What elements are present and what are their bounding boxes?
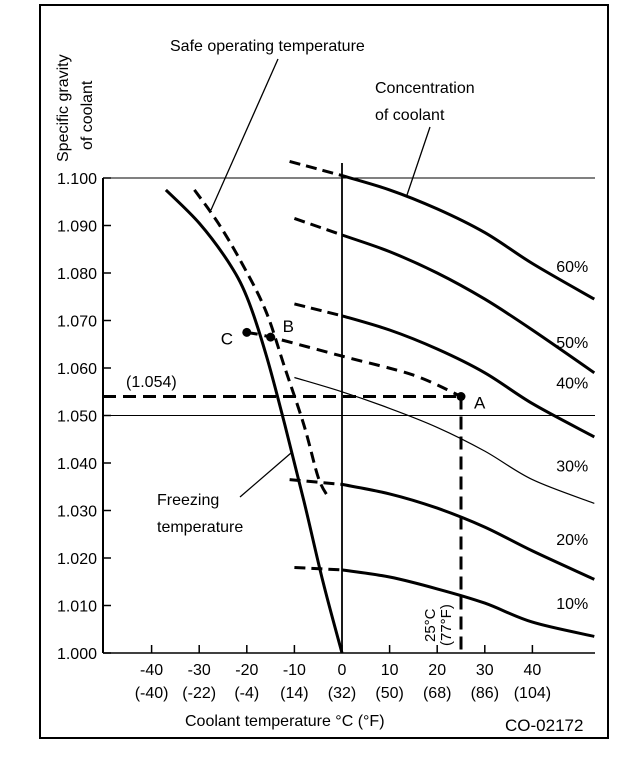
- y-tick-label: 1.010: [57, 599, 97, 616]
- point-A-label: A: [474, 394, 486, 413]
- x-tick-label-fahrenheit: (-40): [135, 685, 169, 702]
- x-tick-label: 0: [338, 662, 347, 679]
- y-tick-label: 1.060: [57, 361, 97, 378]
- axes: 1.100 1.090 1.080 1.070 1.060 1.050 1.040 1.030…: [57, 171, 595, 702]
- x-axis-label: Coolant temperature °C (°F): [185, 713, 385, 730]
- concentration-label: 10%: [556, 596, 588, 613]
- x-tick-label: 40: [524, 662, 542, 679]
- x-tick-label: -20: [235, 662, 258, 679]
- freezing-label-line1: Freezing: [157, 492, 219, 509]
- x-tick-label: 20: [428, 662, 446, 679]
- concentration-curve-dashed-50pct: [293, 216, 343, 237]
- y-tick-label: 1.070: [57, 314, 97, 331]
- example-interpolated-curve: [246, 330, 462, 398]
- point-B-label: B: [283, 317, 294, 336]
- x-tick-label-fahrenheit: (68): [423, 685, 451, 702]
- x-tick-label-fahrenheit: (14): [280, 685, 308, 702]
- x-tick-label: 10: [381, 662, 399, 679]
- concentration-label: 40%: [556, 375, 588, 392]
- annotations: A B C: [103, 58, 486, 653]
- concentration-curve-40pct: [341, 314, 596, 439]
- concentration-label: 60%: [556, 259, 588, 276]
- x-tick-label-fahrenheit: (-4): [234, 685, 259, 702]
- safe-operating-leader-line: [210, 58, 279, 211]
- temp-readout-c: 25°C: [422, 608, 439, 642]
- freezing-label-line2: temperature: [157, 519, 243, 536]
- x-tick-label: -30: [188, 662, 211, 679]
- x-tick-label-fahrenheit: (86): [471, 685, 499, 702]
- x-tick-label: -10: [283, 662, 306, 679]
- y-axis-label-line2: of coolant: [79, 80, 96, 150]
- y-tick-label: 1.040: [57, 456, 97, 473]
- safe-operating-label: Safe operating temperature: [170, 38, 365, 55]
- concentration-curve-dashed-60pct: [289, 159, 343, 178]
- concentration-curve-dashed-10pct: [294, 566, 343, 572]
- freezing-temperature-curve: [164, 188, 344, 654]
- concentration-curve-50pct: [341, 233, 596, 375]
- y-tick-label: 1.020: [57, 551, 97, 568]
- figure-frame: [39, 4, 609, 739]
- y-tick-label: 1.030: [57, 504, 97, 521]
- point-C-label: C: [221, 329, 233, 348]
- y-tick-label: 1.050: [57, 409, 97, 426]
- freezing-leader-line: [239, 452, 292, 498]
- y-tick-label: 1.080: [57, 266, 97, 283]
- concentration-curve-10pct: [341, 568, 595, 638]
- x-tick-label-fahrenheit: (50): [375, 685, 403, 702]
- figure-id: CO-02172: [505, 716, 583, 735]
- concentration-label: 30%: [556, 458, 588, 475]
- concentration-curve-60pct: [341, 174, 596, 301]
- point-B: [266, 332, 276, 342]
- point-C: [242, 327, 252, 337]
- concentration-curve-20pct: [341, 482, 595, 581]
- point-A: [456, 392, 466, 401]
- x-tick-label-fahrenheit: (104): [514, 685, 551, 702]
- series-group: 60% 50% 40% 30% 20% 10%: [164, 159, 596, 654]
- x-tick-label: 30: [476, 662, 494, 679]
- concentration-leader-line: [406, 126, 431, 196]
- y-tick-label: 1.100: [57, 171, 97, 188]
- y-tick-label: 1.000: [57, 646, 97, 663]
- x-tick-label: -40: [140, 662, 163, 679]
- temp-readout-f: (77°F): [438, 604, 455, 646]
- concentration-label: 20%: [556, 532, 588, 549]
- safe-operating-curve: [193, 189, 330, 498]
- x-tick-label-fahrenheit: (32): [328, 685, 356, 702]
- y-axis-label-line1: Specific gravity: [55, 54, 72, 162]
- x-tick-label-fahrenheit: (-22): [182, 685, 216, 702]
- concentration-curve-30pct: [294, 376, 595, 504]
- concentration-label-line1: Concentration: [375, 80, 475, 97]
- sg-readout-label: (1.054): [126, 374, 177, 391]
- concentration-label-line2: of coolant: [375, 107, 445, 124]
- concentration-curve-dashed-40pct: [294, 302, 343, 318]
- y-tick-label: 1.090: [57, 219, 97, 236]
- concentration-label: 50%: [556, 335, 588, 352]
